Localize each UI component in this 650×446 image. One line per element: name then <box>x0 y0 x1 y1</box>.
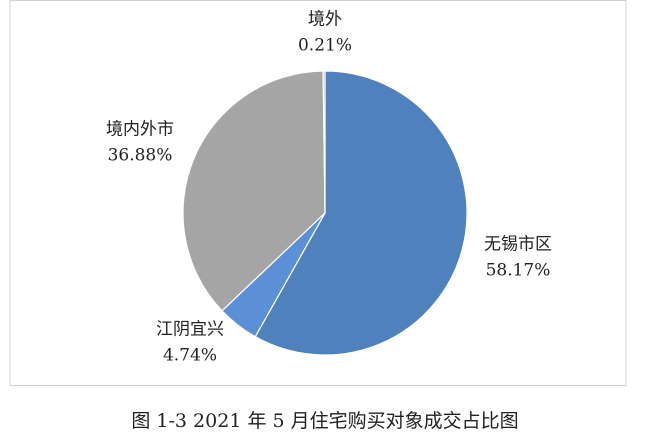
slice-label: 江阴宜兴 <box>156 320 224 340</box>
slice-value-label: 0.21% <box>298 36 352 56</box>
pie-slice <box>254 70 468 356</box>
slice-label: 无锡市区 <box>484 235 552 255</box>
chart-title: 图 1-3 2021 年 5 月住宅购买对象成交占比图 <box>131 410 518 432</box>
slice-value-label: 36.88% <box>108 146 173 166</box>
slice-value-label: 58.17% <box>486 261 551 281</box>
slice-label: 境外 <box>308 10 342 30</box>
pie-slice <box>322 70 326 214</box>
pie-slice <box>182 70 326 312</box>
slice-label: 境内外市 <box>106 120 174 140</box>
slice-value-label: 4.74% <box>163 346 217 366</box>
